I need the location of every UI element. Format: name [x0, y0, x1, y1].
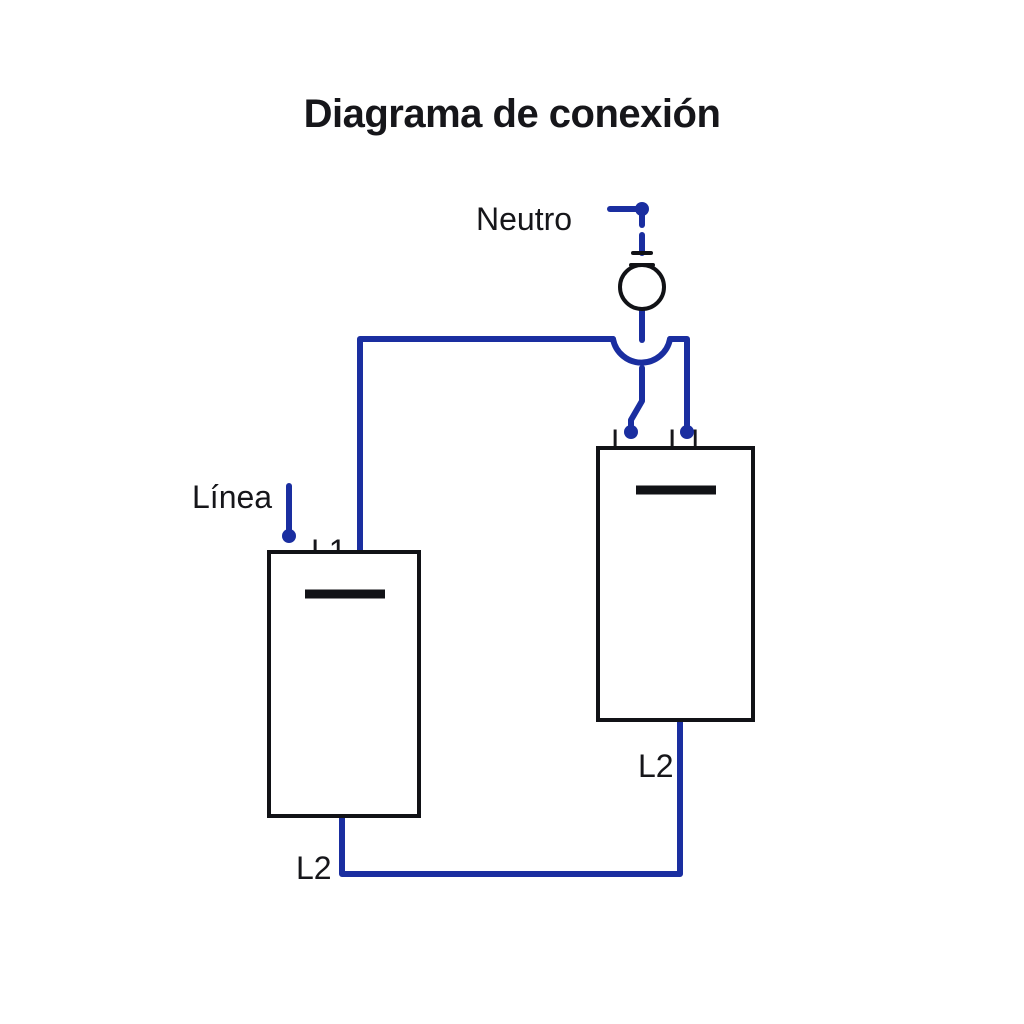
bulb-icon [620, 265, 664, 309]
node-neutro_dot [635, 202, 649, 216]
node-right_l_dot [624, 425, 638, 439]
node-right_l1_dot [680, 425, 694, 439]
wiring-svg [0, 0, 1024, 1024]
diagram-canvas: Diagrama de conexión Neutro Línea L1 L2 … [0, 0, 1024, 1024]
wire-hop_to_terminal [631, 368, 642, 432]
node-linea_dot [282, 529, 296, 543]
wire-traveler_top [360, 339, 613, 552]
wire-traveler_top_right [670, 339, 687, 432]
